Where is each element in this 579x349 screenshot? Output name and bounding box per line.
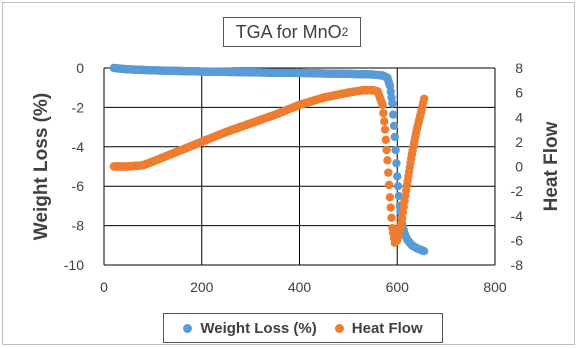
legend-marker-weight-loss (183, 323, 193, 333)
y2-tick-label: 0 (515, 159, 523, 175)
y2-tick-label: -8 (511, 257, 524, 273)
y-axis-title: Weight Loss (%) (31, 93, 52, 240)
legend-label-weight-loss: Weight Loss (%) (200, 319, 317, 337)
y2-axis-title: Heat Flow (541, 121, 562, 211)
y2-tick-label: 6 (515, 85, 523, 101)
data-point-heat-flow (378, 100, 387, 110)
chart-title: TGA for MnO 2 (223, 17, 361, 47)
data-point-heat-flow (380, 125, 390, 134)
x-tick-label: 0 (100, 279, 108, 295)
legend-label-heat-flow: Heat Flow (351, 319, 423, 337)
y-tick-label: -8 (72, 218, 85, 234)
data-point-weight-loss (393, 172, 402, 181)
x-tick-label: 400 (288, 279, 312, 295)
chart-frame (2, 2, 575, 345)
data-point-weight-loss (388, 99, 397, 108)
data-point-heat-flow (419, 94, 429, 103)
x-tick-label: 200 (190, 279, 214, 295)
x-tick-label: 800 (483, 279, 507, 295)
data-point-weight-loss (388, 110, 398, 119)
y-tick-label: -10 (64, 257, 84, 273)
legend-marker-heat-flow (334, 323, 344, 333)
data-point-heat-flow (383, 156, 392, 165)
legend-item-weight-loss: Weight Loss (%) (183, 319, 317, 337)
x-tick-label: 600 (386, 279, 410, 295)
y-tick-label: 0 (76, 60, 84, 76)
data-point-heat-flow (387, 213, 396, 223)
data-point-heat-flow (379, 108, 388, 118)
data-point-heat-flow (381, 135, 391, 145)
data-point-heat-flow (386, 203, 395, 212)
y2-tick-label: 4 (515, 109, 523, 125)
y2-tick-label: -6 (511, 232, 524, 248)
chart-title-main: TGA for MnO (235, 21, 342, 42)
data-point-heat-flow (385, 193, 395, 202)
y-tick-label: -4 (72, 139, 85, 155)
data-point-weight-loss (390, 132, 400, 142)
data-point-weight-loss (393, 182, 403, 191)
y2-tick-label: -2 (511, 183, 524, 199)
y-tick-label: -6 (72, 178, 85, 194)
chart-title-subscript: 2 (341, 25, 349, 39)
data-point-weight-loss (419, 247, 429, 256)
y2-tick-label: 2 (515, 134, 523, 150)
data-point-weight-loss (394, 191, 404, 201)
data-point-weight-loss (389, 121, 399, 130)
y2-tick-label: -4 (511, 208, 524, 224)
data-point-weight-loss (392, 159, 401, 168)
data-point-heat-flow (382, 145, 391, 155)
y2-tick-label: 8 (515, 60, 523, 76)
data-point-weight-loss (391, 145, 400, 155)
y-tick-label: -2 (72, 99, 85, 115)
legend-item-heat-flow: Heat Flow (334, 319, 423, 337)
data-point-heat-flow (380, 117, 389, 126)
data-point-heat-flow (384, 168, 393, 177)
chart-legend: Weight Loss (%) Heat Flow (163, 313, 443, 343)
data-point-heat-flow (384, 180, 394, 190)
